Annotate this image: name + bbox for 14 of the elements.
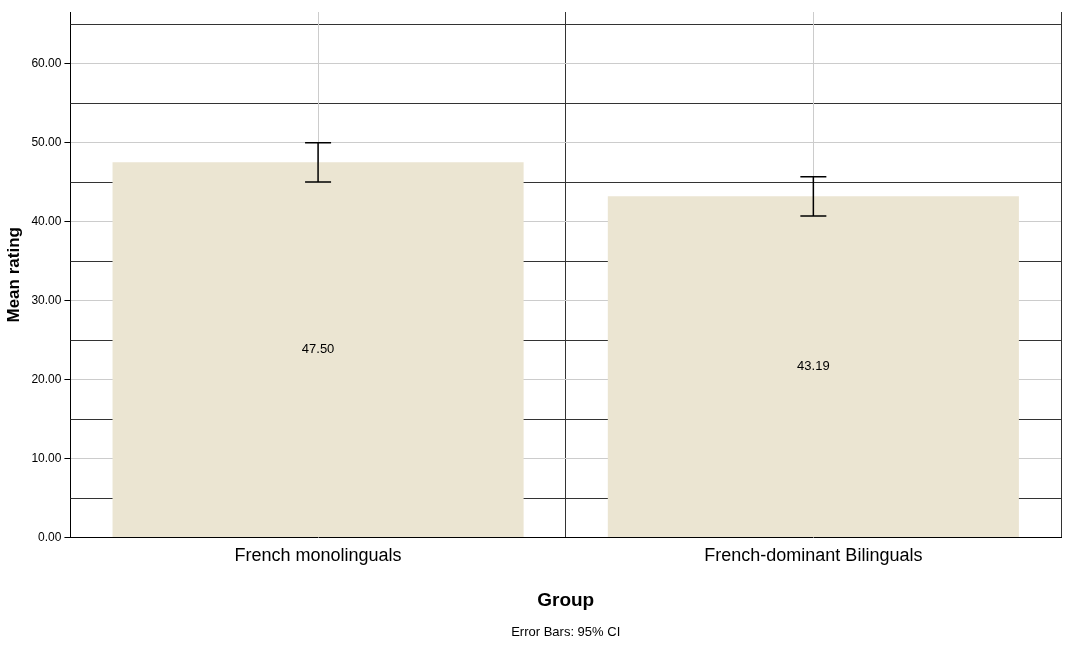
y-tick-label: 50.00 [31,134,62,149]
y-tick-label: 10.00 [31,450,62,465]
x-tick-label: French-dominant Bilinguals [704,545,923,566]
x-tick-label: French monolinguals [234,545,402,566]
y-tick-label: 0.00 [38,529,62,544]
data-label: 43.19 [797,358,830,374]
text: Error Bars: 95% CI [511,623,621,639]
y-tick-label: 20.00 [31,371,62,386]
y-axis-title: Mean rating [3,227,23,323]
x-axis-title: Group [537,588,595,610]
y-tick-label: 60.00 [31,55,62,70]
y-tick-label: 30.00 [31,292,62,307]
y-tick-label: 40.00 [31,213,62,228]
data-label: 47.50 [301,341,335,357]
